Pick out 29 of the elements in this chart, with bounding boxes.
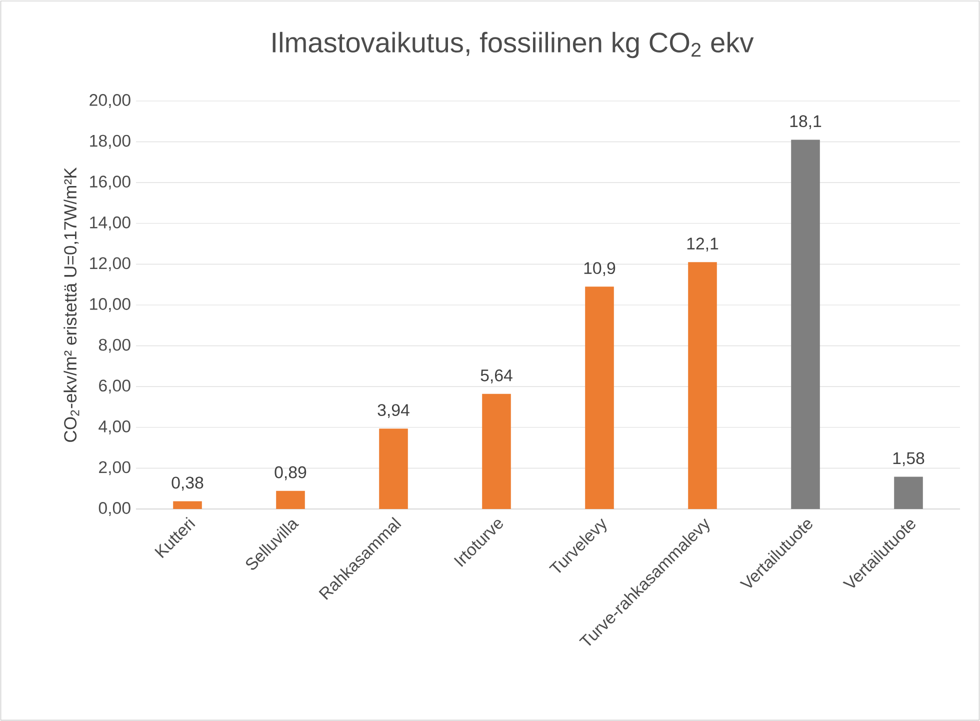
bar bbox=[894, 476, 923, 509]
y-tick-label: 20,00 bbox=[90, 94, 130, 108]
bar bbox=[585, 286, 614, 509]
bar bbox=[688, 262, 717, 509]
data-label: 18,1 bbox=[790, 115, 822, 130]
y-tick-label: 8,00 bbox=[98, 338, 130, 353]
y-tick-label: 16,00 bbox=[90, 176, 130, 190]
bar bbox=[791, 140, 820, 509]
data-label: 5,64 bbox=[480, 369, 512, 384]
data-label: 3,94 bbox=[378, 404, 410, 418]
bar bbox=[379, 428, 408, 509]
bar bbox=[276, 490, 305, 509]
y-tick-label: 4,00 bbox=[98, 420, 130, 434]
y-tick-label: 12,00 bbox=[90, 257, 130, 272]
bar bbox=[482, 394, 511, 509]
data-label: 0,38 bbox=[172, 476, 204, 491]
y-tick-label: 10,00 bbox=[90, 298, 130, 312]
data-label: 12,1 bbox=[687, 238, 718, 252]
chart-title: Ilmastovaikutus, fossiilinen kg CO$_{2}$ ekv bbox=[272, 32, 754, 58]
y-tick-label: 14,00 bbox=[90, 216, 130, 230]
data-label: 10,9 bbox=[584, 262, 616, 276]
y-tick-label: 2,00 bbox=[99, 461, 130, 476]
y-tick-label: 0,00 bbox=[98, 502, 130, 516]
data-label: 1,58 bbox=[893, 452, 924, 466]
y-axis-title: CO$_{2}$-ekv/m² eristettä U=0,17W/m²K bbox=[64, 167, 80, 442]
data-label: 0,89 bbox=[274, 466, 306, 480]
y-tick-label: 6,00 bbox=[99, 380, 130, 394]
y-tick-label: 18,00 bbox=[90, 134, 130, 149]
bar bbox=[173, 501, 202, 509]
